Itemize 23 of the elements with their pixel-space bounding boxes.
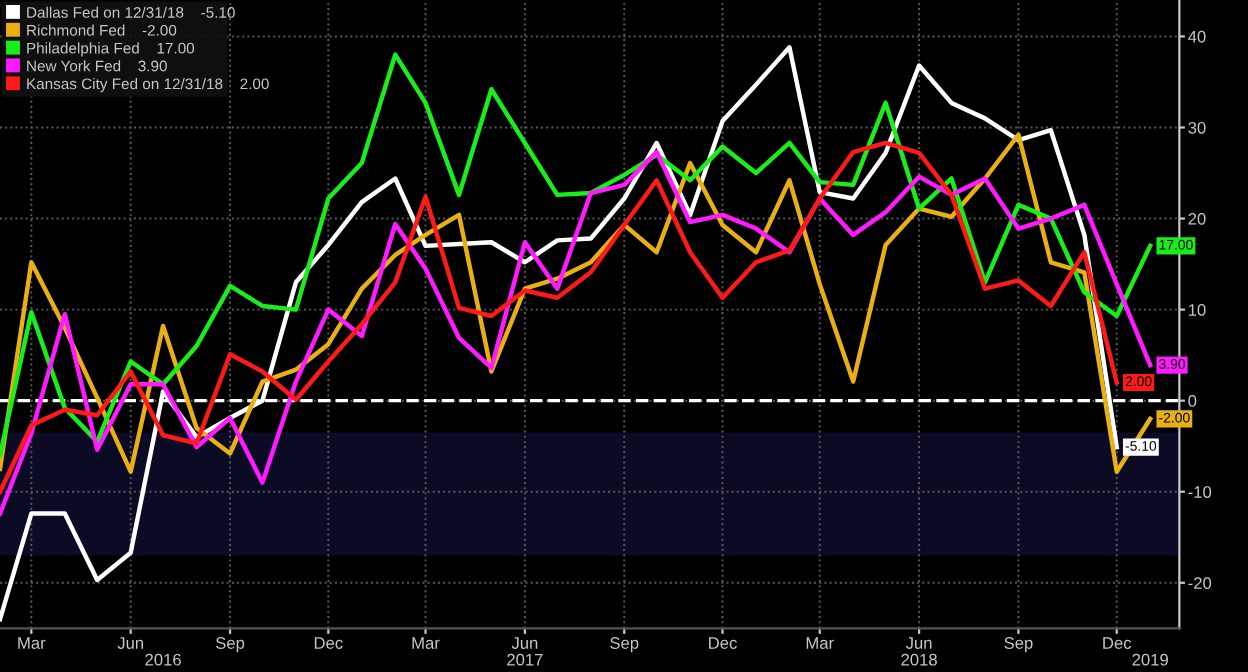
x2-tick-label: 2017 [507, 653, 543, 666]
y-tick-label: 30 [1188, 121, 1206, 134]
x-tick-label: Mar [18, 637, 46, 649]
y-tick-label: -20 [1188, 577, 1212, 589]
x2-tick-label: 2018 [901, 653, 937, 666]
x-tick-label: Dec [1103, 637, 1132, 649]
x-tick-label: Jun [905, 637, 932, 649]
y-tick-label: 0 [1188, 395, 1197, 407]
x-tick-label: Sep [1004, 637, 1033, 653]
y-tick-label: -10 [1188, 486, 1212, 498]
y-tick-label: 20 [1188, 212, 1206, 225]
x-tick-label: Sep [215, 637, 245, 653]
x-tick-label: Jun [117, 637, 144, 649]
x-tick-label: Dec [709, 637, 737, 649]
x-tick-label: Mar [806, 637, 834, 649]
y-tick-label: 10 [1188, 304, 1206, 316]
x2-tick-label: 2016 [145, 653, 181, 666]
x2-tick-label: 2019 [1132, 653, 1168, 666]
x-tick-label: Mar [412, 637, 440, 649]
x-tick-label: Dec [314, 637, 343, 649]
x-tick-label: Sep [610, 637, 639, 653]
y-tick-label: 40 [1188, 30, 1206, 43]
x-tick-label: Jun [511, 637, 538, 649]
